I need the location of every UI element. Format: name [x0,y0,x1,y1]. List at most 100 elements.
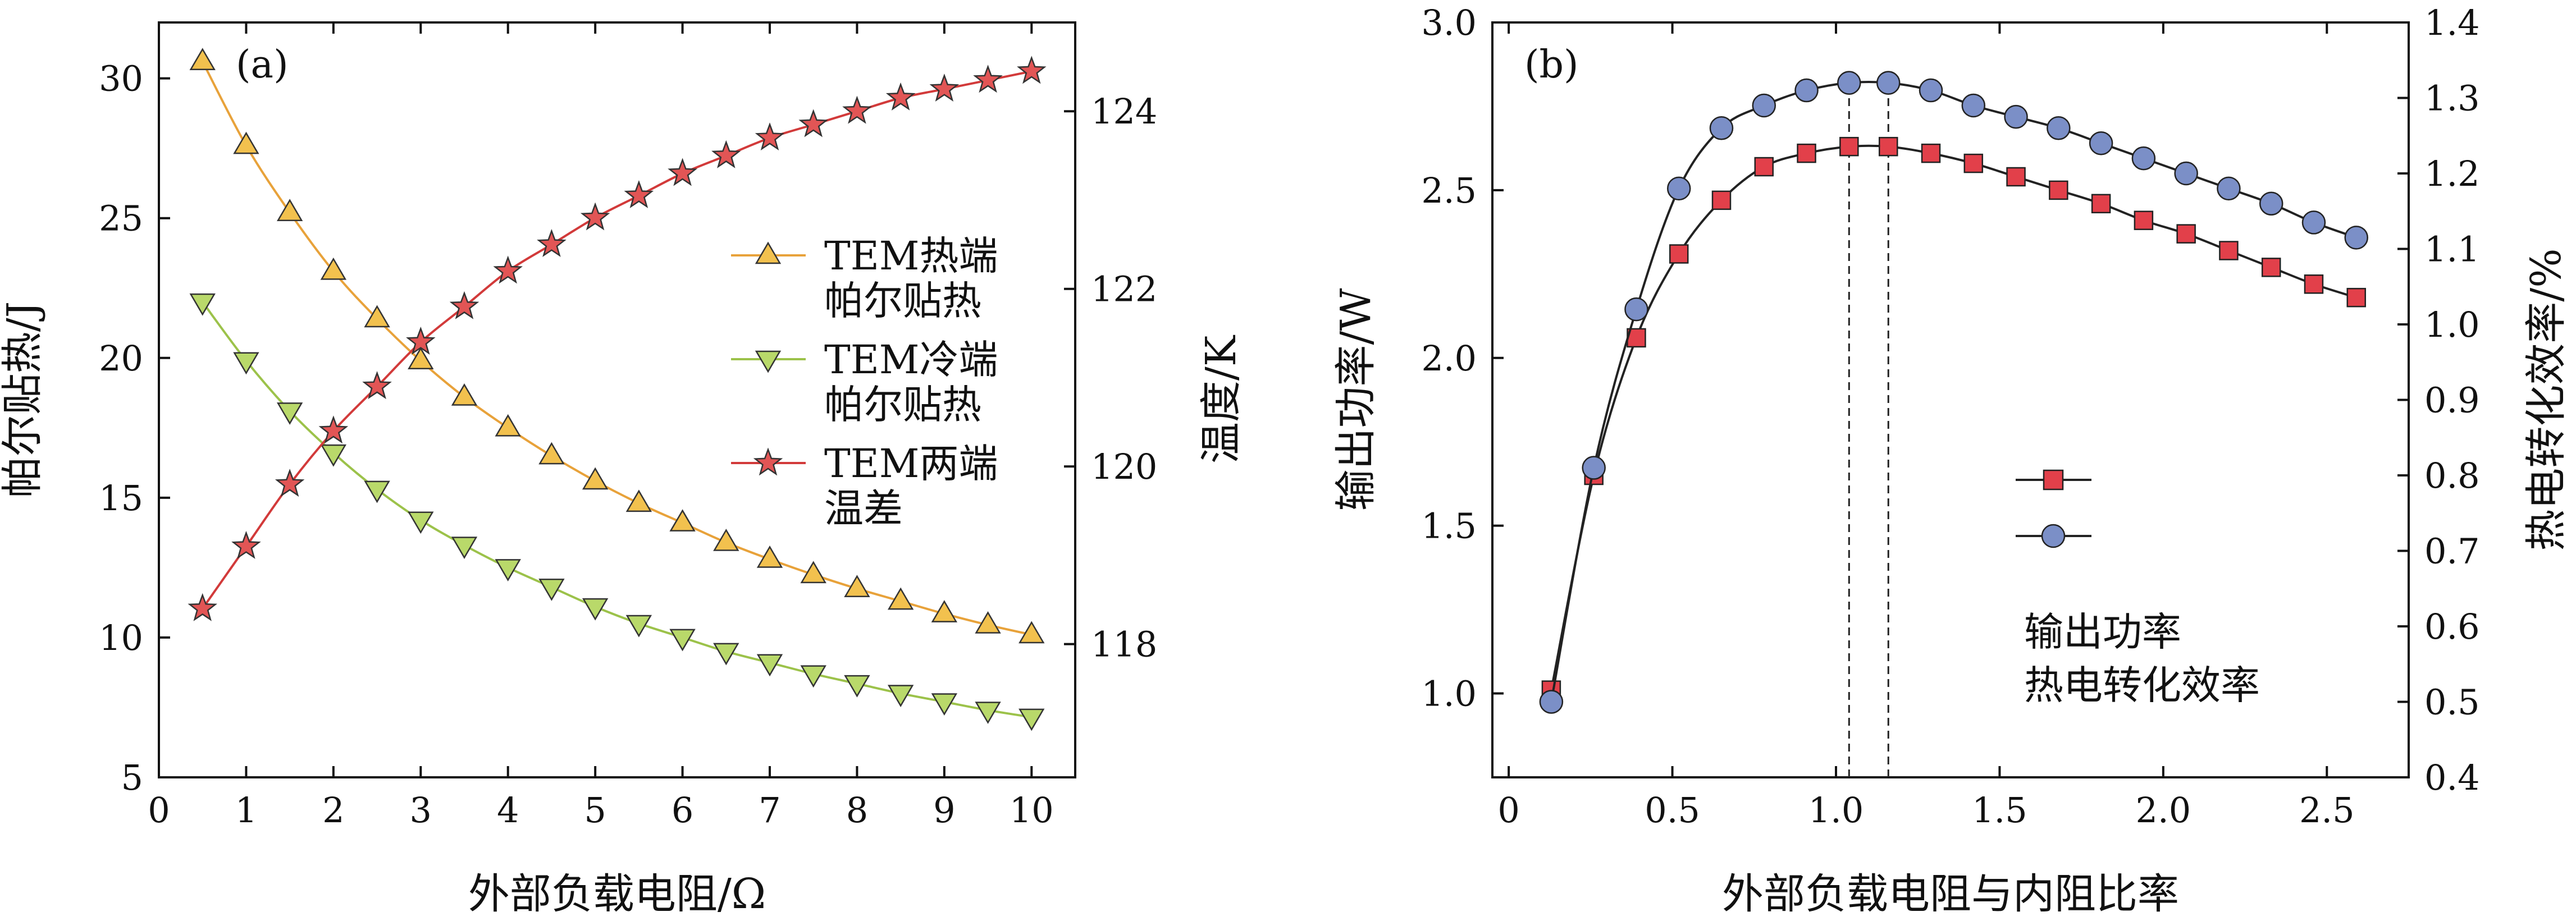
data-point-series-1 [713,643,739,666]
y2-tick-label: 1.4 [2424,2,2480,43]
x-tick-label: 2 [322,790,344,831]
data-point-series-1 [800,665,826,688]
data-point-series-1 [2301,210,2326,235]
legend-marker-efficiency [2041,524,2066,548]
y2-tick-label: 122 [1091,269,1157,310]
data-point-series-0 [276,199,303,221]
data-point-series-0 [931,600,958,622]
data-point-series-1 [844,675,870,698]
x-tick-label: 5 [584,790,606,831]
panel-b-reference-lines [1848,83,1889,777]
data-point-series-1 [1666,176,1691,201]
data-point-series-1 [320,444,347,467]
data-point-series-0 [495,414,521,437]
panel-a-label: (a) [236,43,289,87]
data-point-series-0 [713,529,739,551]
legend-label-tem-cold-2: 帕尔贴热 [824,382,981,428]
y2-tick-label: 0.7 [2424,531,2480,572]
data-point-series-0 [800,561,826,584]
x-tick-label: 4 [497,790,519,831]
x-tick-label: 8 [846,790,868,831]
data-point-series-1 [1709,116,1734,140]
data-point-series-0 [844,575,870,597]
legend-entry-tem-hot: TEM热端 帕尔贴热 [731,233,998,324]
data-point-series-0 [2091,194,2111,214]
data-point-series-1 [1624,297,1648,322]
panel-a-x-ticks: 0 1 2 3 4 5 6 7 8 9 10 [148,22,1054,831]
panel-a-y2-ticks: 118 120 122 124 [1064,91,1157,665]
data-point-series-1 [276,402,303,425]
x-tick-label: 0 [1497,790,1519,831]
panel-a-y2-axis-title: 温度/K [1197,335,1245,464]
x-tick-label: 6 [672,790,693,831]
data-point-series-1 [189,293,216,316]
data-point-series-2 [449,291,479,319]
data-point-series-2 [842,95,872,124]
data-point-series-0 [2346,287,2366,308]
data-point-series-0 [233,131,259,154]
data-point-series-0 [2261,258,2281,277]
x-tick-label: 1 [235,790,257,831]
data-point-series-0 [582,467,609,490]
data-point-series-0 [887,587,914,610]
data-point-series-2 [973,65,1003,93]
data-point-series-0 [2134,210,2154,230]
x-tick-label: 9 [933,790,955,831]
data-point-series-2 [406,326,436,355]
data-point-series-0 [1754,157,1774,177]
data-point-series-0 [1879,136,1898,157]
legend-label-tem-cold-1: TEM冷端 [824,337,998,383]
data-point-series-1 [1018,708,1045,731]
y-tick-label: 10 [99,617,143,658]
legend-label-tem-diff-2: 温差 [824,485,903,531]
data-point-series-0 [625,489,652,512]
y-tick-label: 1.5 [1421,506,1477,547]
data-point-series-0 [320,257,347,280]
legend-marker-tem-diff [753,447,783,476]
data-point-series-1 [1837,71,1861,95]
legend-marker-tem-hot [755,241,782,264]
data-point-series-2 [537,228,567,257]
panel-b-x-ticks: 0 0.5 1.0 1.5 2.0 2.5 [1497,22,2355,831]
x-tick-label: 0.5 [1645,790,1700,831]
legend-label-efficiency: 热电转化效率 [2024,662,2260,708]
data-point-series-1 [451,537,478,560]
y-tick-label: 25 [99,198,143,239]
data-point-series-2 [275,469,305,497]
data-point-series-0 [756,545,783,568]
data-point-series-1 [1919,78,1943,103]
y-tick-label: 2.5 [1421,170,1477,211]
data-point-series-0 [2006,167,2026,187]
data-point-series-1 [625,615,652,638]
x-tick-label: 10 [1010,790,1054,831]
data-point-series-1 [233,352,259,375]
data-point-series-2 [1017,56,1047,84]
panel-a-x-axis-title: 外部负载电阻/Ω [468,870,766,918]
y-tick-label: 2.0 [1421,338,1477,379]
panel-b-y-axis-title: 输出功率/W [1332,288,1380,511]
y2-tick-label: 1.1 [2424,229,2480,270]
x-tick-label: 0 [148,790,170,831]
data-point-series-1 [1539,690,1564,714]
data-point-series-1 [2174,161,2198,186]
panel-b-series [1539,71,2368,714]
data-point-series-2 [798,109,828,138]
data-point-series-1 [582,598,609,621]
panel-a-legend: TEM热端 帕尔贴热 TEM冷端 帕尔贴热 TEM两端 温差 [731,233,998,531]
legend-label-tem-hot-2: 帕尔贴热 [824,278,981,324]
data-point-series-1 [669,629,696,652]
y2-tick-label: 0.8 [2424,455,2480,496]
data-point-series-0 [975,611,1001,634]
y2-tick-label: 1.3 [2424,78,2480,119]
panel-b-frame [1491,21,2410,778]
y2-tick-label: 0.5 [2424,682,2480,723]
y2-tick-label: 1.0 [2424,304,2480,345]
data-point-series-2 [711,140,741,168]
data-point-series-1 [2131,146,2156,171]
legend-entry-tem-cold: TEM冷端 帕尔贴热 [731,337,998,428]
data-point-series-0 [364,305,390,328]
data-point-series-1 [2259,191,2283,216]
legend-entry-efficiency [2016,524,2091,548]
data-point-series-1 [975,702,1001,724]
data-point-series-0 [1711,190,1732,210]
